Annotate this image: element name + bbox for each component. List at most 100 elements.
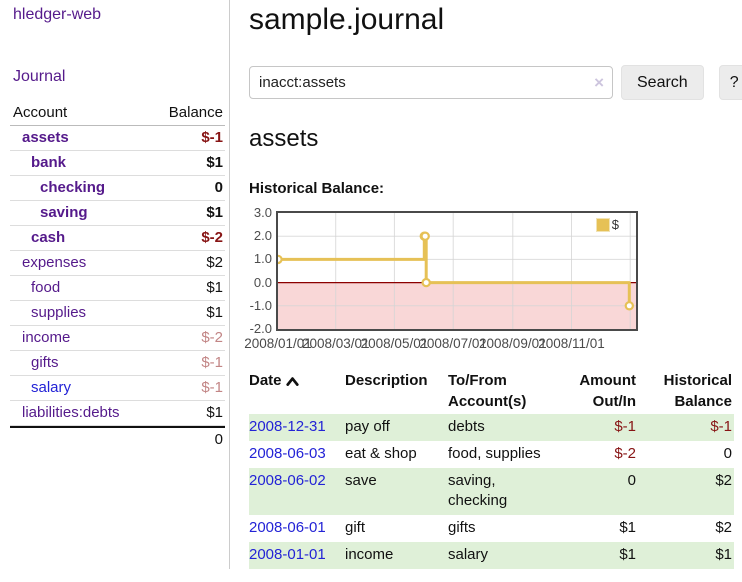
- chart-plot-area: $: [276, 211, 638, 331]
- transaction-balance: $2: [715, 519, 732, 536]
- transaction-amount: $1: [559, 542, 638, 569]
- x-axis-tick-label: 2008/01/01: [244, 336, 312, 351]
- brand-link[interactable]: hledger-web: [13, 6, 102, 23]
- account-row: expenses $2: [10, 251, 225, 276]
- account-balance: $-1: [201, 379, 223, 396]
- y-axis-tick-label: -1.0: [249, 297, 272, 313]
- account-link[interactable]: saving: [40, 204, 88, 221]
- account-row: cash $-2: [10, 226, 225, 251]
- account-row: liabilities:debts $1: [10, 401, 225, 426]
- account-balance: $1: [206, 154, 223, 171]
- description-column-header: Description: [345, 372, 428, 389]
- accounts-total-row: 0: [10, 426, 225, 452]
- transaction-accounts: gifts: [448, 519, 476, 536]
- transaction-balance: $1: [638, 542, 734, 569]
- transaction-date-link[interactable]: 2008-01-01: [249, 546, 326, 563]
- clear-search-icon[interactable]: ×: [594, 72, 604, 92]
- account-balance: $-1: [201, 354, 223, 371]
- account-row: assets $-1: [10, 126, 225, 151]
- transaction-row: 2008-06-02 save saving, checking 0 $2: [249, 468, 734, 515]
- total-balance: 0: [214, 431, 223, 448]
- account-row: salary $-1: [10, 376, 225, 401]
- sidebar: hledger-web Journal Account Balance asse…: [0, 0, 230, 569]
- accounts-column-header: To/From Account(s): [448, 372, 527, 410]
- account-column-header: Account: [13, 104, 68, 121]
- transaction-date-link[interactable]: 2008-06-03: [249, 445, 326, 462]
- transaction-date-link[interactable]: 2008-06-02: [249, 472, 326, 489]
- account-link[interactable]: checking: [40, 179, 106, 196]
- account-link[interactable]: bank: [31, 154, 67, 171]
- help-button[interactable]: ?: [718, 65, 742, 100]
- transaction-row: 2008-12-31 pay off debts $-1 $-1: [249, 414, 734, 441]
- balance-column-header: Balance: [168, 104, 223, 121]
- account-link[interactable]: food: [31, 279, 61, 296]
- account-row: saving $1: [10, 201, 225, 226]
- transaction-description: income: [345, 542, 448, 569]
- account-balance: $1: [206, 404, 223, 421]
- series-label: $: [611, 217, 619, 232]
- sort-ascending-icon: [285, 371, 299, 392]
- y-axis-tick-label: 0.0: [253, 274, 272, 290]
- account-balance: $1: [206, 304, 223, 321]
- transaction-accounts: debts: [448, 414, 559, 441]
- date-column-header[interactable]: Date: [249, 368, 345, 414]
- search-form: × Search ?: [249, 65, 742, 100]
- account-link[interactable]: supplies: [31, 304, 87, 321]
- transaction-amount: $1: [619, 519, 636, 536]
- transaction-description: pay off: [345, 414, 448, 441]
- x-axis-tick-label: 2008/11/01: [538, 336, 605, 351]
- account-balance: $1: [206, 204, 223, 221]
- transaction-balance: 0: [723, 445, 732, 462]
- account-heading: assets: [249, 125, 319, 152]
- date-header-label: Date: [249, 372, 282, 389]
- transaction-accounts: saving, checking: [448, 468, 559, 515]
- transaction-date-link[interactable]: 2008-12-31: [249, 418, 326, 435]
- account-row: bank $1: [10, 151, 225, 176]
- transaction-description: gift: [345, 519, 366, 536]
- historical-balance-chart: 3.0 2.0 1.0 0.0 -1.0 -2.0 $ 2008/01/01 2008/03…: [244, 205, 742, 351]
- account-row: food $1: [10, 276, 225, 301]
- transaction-amount: 0: [559, 468, 638, 515]
- account-balance: $2: [206, 254, 223, 271]
- transaction-accounts: food, supplies: [448, 445, 541, 462]
- chart-title: Historical Balance:: [249, 180, 385, 197]
- accounts-table-header: Account Balance: [10, 101, 225, 126]
- y-axis-tick-label: 3.0: [253, 205, 272, 220]
- search-input[interactable]: [249, 66, 613, 99]
- hledger-web-app: hledger-web Journal Account Balance asse…: [0, 0, 742, 569]
- account-link[interactable]: income: [22, 329, 71, 346]
- transaction-description: save: [345, 468, 448, 515]
- x-axis-tick-label: 2008/07/01: [419, 336, 487, 351]
- account-link[interactable]: liabilities:debts: [22, 404, 120, 421]
- account-balance: $-2: [201, 329, 223, 346]
- transaction-description: eat & shop: [345, 445, 417, 462]
- account-link[interactable]: expenses: [22, 254, 87, 271]
- account-link[interactable]: salary: [31, 379, 72, 396]
- account-link[interactable]: assets: [22, 129, 69, 146]
- chart-legend: $: [595, 217, 619, 232]
- sidebar-item-journal[interactable]: Journal: [13, 68, 66, 85]
- balance-column-header-txns: Historical Balance: [663, 372, 732, 410]
- account-balance: 0: [214, 179, 223, 196]
- transactions-table: Date Description To/From Account(s) Amou…: [249, 368, 734, 569]
- account-balance: $-1: [201, 129, 223, 146]
- transaction-accounts: salary: [448, 542, 559, 569]
- x-axis-tick-label: 2008/03/01: [301, 336, 370, 351]
- accounts-table: Account Balance assets $-1 bank $1 checking 0…: [10, 101, 225, 452]
- x-axis-tick-label: 2008/05/01: [360, 336, 429, 351]
- y-axis-tick-label: 1.0: [253, 251, 272, 267]
- transaction-row: 2008-01-01 income salary $1 $1: [249, 542, 734, 569]
- y-axis-tick-label: -2.0: [249, 321, 272, 336]
- account-balance: $1: [206, 279, 223, 296]
- account-link[interactable]: cash: [31, 229, 66, 246]
- transaction-date-link[interactable]: 2008-06-01: [249, 519, 326, 536]
- main-content: sample.journal × Search ? assets Histori…: [230, 0, 742, 569]
- transaction-row: 2008-06-01 gift gifts $1 $2: [249, 515, 734, 542]
- x-axis-tick-label: 2008/09/01: [479, 336, 547, 351]
- account-row: income $-2: [10, 326, 225, 351]
- search-button[interactable]: Search: [621, 65, 704, 100]
- transaction-row: 2008-06-03 eat & shop food, supplies $-2 0: [249, 441, 734, 468]
- series-swatch-icon: [595, 217, 610, 232]
- account-link[interactable]: gifts: [31, 354, 59, 371]
- account-row: supplies $1: [10, 301, 225, 326]
